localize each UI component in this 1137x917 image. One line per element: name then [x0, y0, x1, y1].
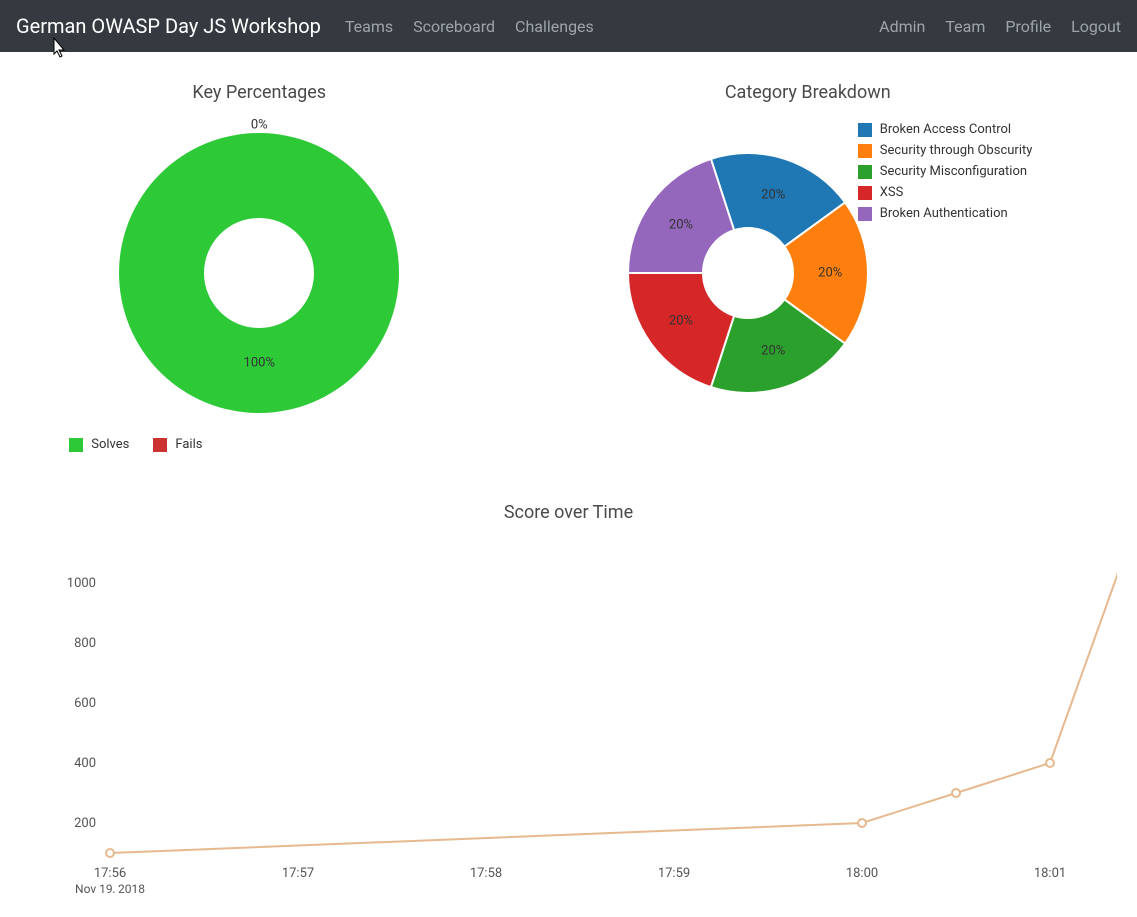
nav-right-links: Admin Team Profile Logout [879, 17, 1121, 36]
category-title: Category Breakdown [528, 82, 1088, 103]
svg-text:800: 800 [74, 636, 96, 651]
svg-text:18:00: 18:00 [846, 866, 878, 881]
category-slice-label: 20% [761, 187, 785, 202]
kp-label-top: 0% [251, 118, 268, 133]
category-chart: Category Breakdown 20% 20% 20% 20% 20% Broke… [528, 82, 1088, 452]
legend-label-solves: Solves [91, 437, 129, 452]
charts-row: Key Percentages 0% 100% Solves Fails Cat… [0, 52, 1137, 472]
nav-link-profile[interactable]: Profile [1005, 17, 1051, 36]
key-percentages-chart: Key Percentages 0% 100% Solves Fails [49, 82, 469, 452]
legend-item-fails[interactable]: Fails [153, 437, 202, 452]
svg-text:Nov 19, 2018: Nov 19, 2018 [75, 882, 145, 893]
category-legend-item[interactable]: Security through Obscurity [858, 143, 1033, 158]
legend-label-fails: Fails [175, 437, 202, 452]
navbar-brand[interactable]: German OWASP Day JS Workshop [16, 14, 321, 38]
category-slice-label: 20% [818, 266, 842, 281]
svg-text:17:59: 17:59 [658, 866, 690, 881]
category-slice-label: 20% [761, 344, 785, 359]
legend-item-solves[interactable]: Solves [69, 437, 129, 452]
category-legend-item[interactable]: Security Misconfiguration [858, 164, 1033, 179]
legend-label: Security through Obscurity [880, 143, 1033, 158]
nav-link-scoreboard[interactable]: Scoreboard [413, 17, 495, 36]
legend-swatch-icon [858, 144, 872, 158]
key-percentages-legend: Solves Fails [49, 437, 469, 452]
score-chart-title: Score over Time [20, 502, 1117, 523]
svg-text:600: 600 [74, 696, 96, 711]
kp-label-bottom: 100% [244, 356, 275, 371]
legend-swatch-icon [858, 186, 872, 200]
legend-label: XSS [880, 185, 904, 200]
nav-link-admin[interactable]: Admin [879, 17, 925, 36]
legend-swatch-icon [858, 123, 872, 137]
legend-label: Broken Authentication [880, 206, 1008, 221]
legend-swatch-icon [858, 165, 872, 179]
legend-label: Security Misconfiguration [880, 164, 1027, 179]
nav-link-logout[interactable]: Logout [1071, 17, 1121, 36]
svg-text:1000: 1000 [67, 576, 96, 591]
svg-text:17:56: 17:56 [94, 866, 126, 881]
category-slice-label: 20% [669, 217, 693, 232]
nav-left-links: Teams Scoreboard Challenges [345, 17, 594, 36]
legend-swatch-solves [69, 438, 83, 452]
legend-swatch-fails [153, 438, 167, 452]
svg-text:17:57: 17:57 [282, 866, 314, 881]
svg-text:17:58: 17:58 [470, 866, 502, 881]
category-legend: Broken Access Control Security through Ob… [858, 122, 1033, 227]
svg-text:200: 200 [74, 816, 96, 831]
legend-label: Broken Access Control [880, 122, 1011, 137]
svg-text:18:01: 18:01 [1034, 866, 1066, 881]
category-legend-item[interactable]: XSS [858, 185, 1033, 200]
category-legend-item[interactable]: Broken Authentication [858, 206, 1033, 221]
navbar: German OWASP Day JS Workshop Teams Score… [0, 0, 1137, 52]
category-slice-label: 20% [669, 314, 693, 329]
category-legend-item[interactable]: Broken Access Control [858, 122, 1033, 137]
nav-link-challenges[interactable]: Challenges [515, 17, 594, 36]
category-donut [598, 113, 898, 413]
svg-text:400: 400 [74, 756, 96, 771]
key-percentages-title: Key Percentages [49, 82, 469, 103]
score-chart-section: Score over Time 200 400 600 800 1000 17:56 17:… [0, 472, 1137, 917]
legend-swatch-icon [858, 207, 872, 221]
nav-link-teams[interactable]: Teams [345, 17, 393, 36]
nav-link-team[interactable]: Team [945, 17, 985, 36]
score-line-chart: 200 400 600 800 1000 17:56 17:57 17:58 17:59 18:0… [20, 533, 1117, 893]
